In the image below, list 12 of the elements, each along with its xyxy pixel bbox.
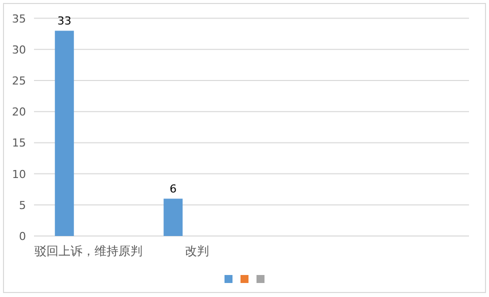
y-tick-label: 20 bbox=[12, 106, 26, 119]
x-tick-label: 驳回上诉，维持原判 bbox=[34, 244, 142, 258]
y-tick-label: 30 bbox=[12, 43, 26, 56]
y-tick-label: 10 bbox=[12, 168, 26, 181]
data-label: 33 bbox=[57, 14, 72, 28]
data-label: 6 bbox=[170, 182, 177, 196]
y-tick-label: 25 bbox=[12, 74, 26, 88]
y-tick-label: 15 bbox=[12, 136, 26, 150]
y-tick-label: 0 bbox=[19, 230, 26, 243]
x-tick-label: 改判 bbox=[185, 244, 210, 258]
y-tick-label: 5 bbox=[19, 198, 26, 212]
y-tick-label: 35 bbox=[12, 12, 26, 26]
